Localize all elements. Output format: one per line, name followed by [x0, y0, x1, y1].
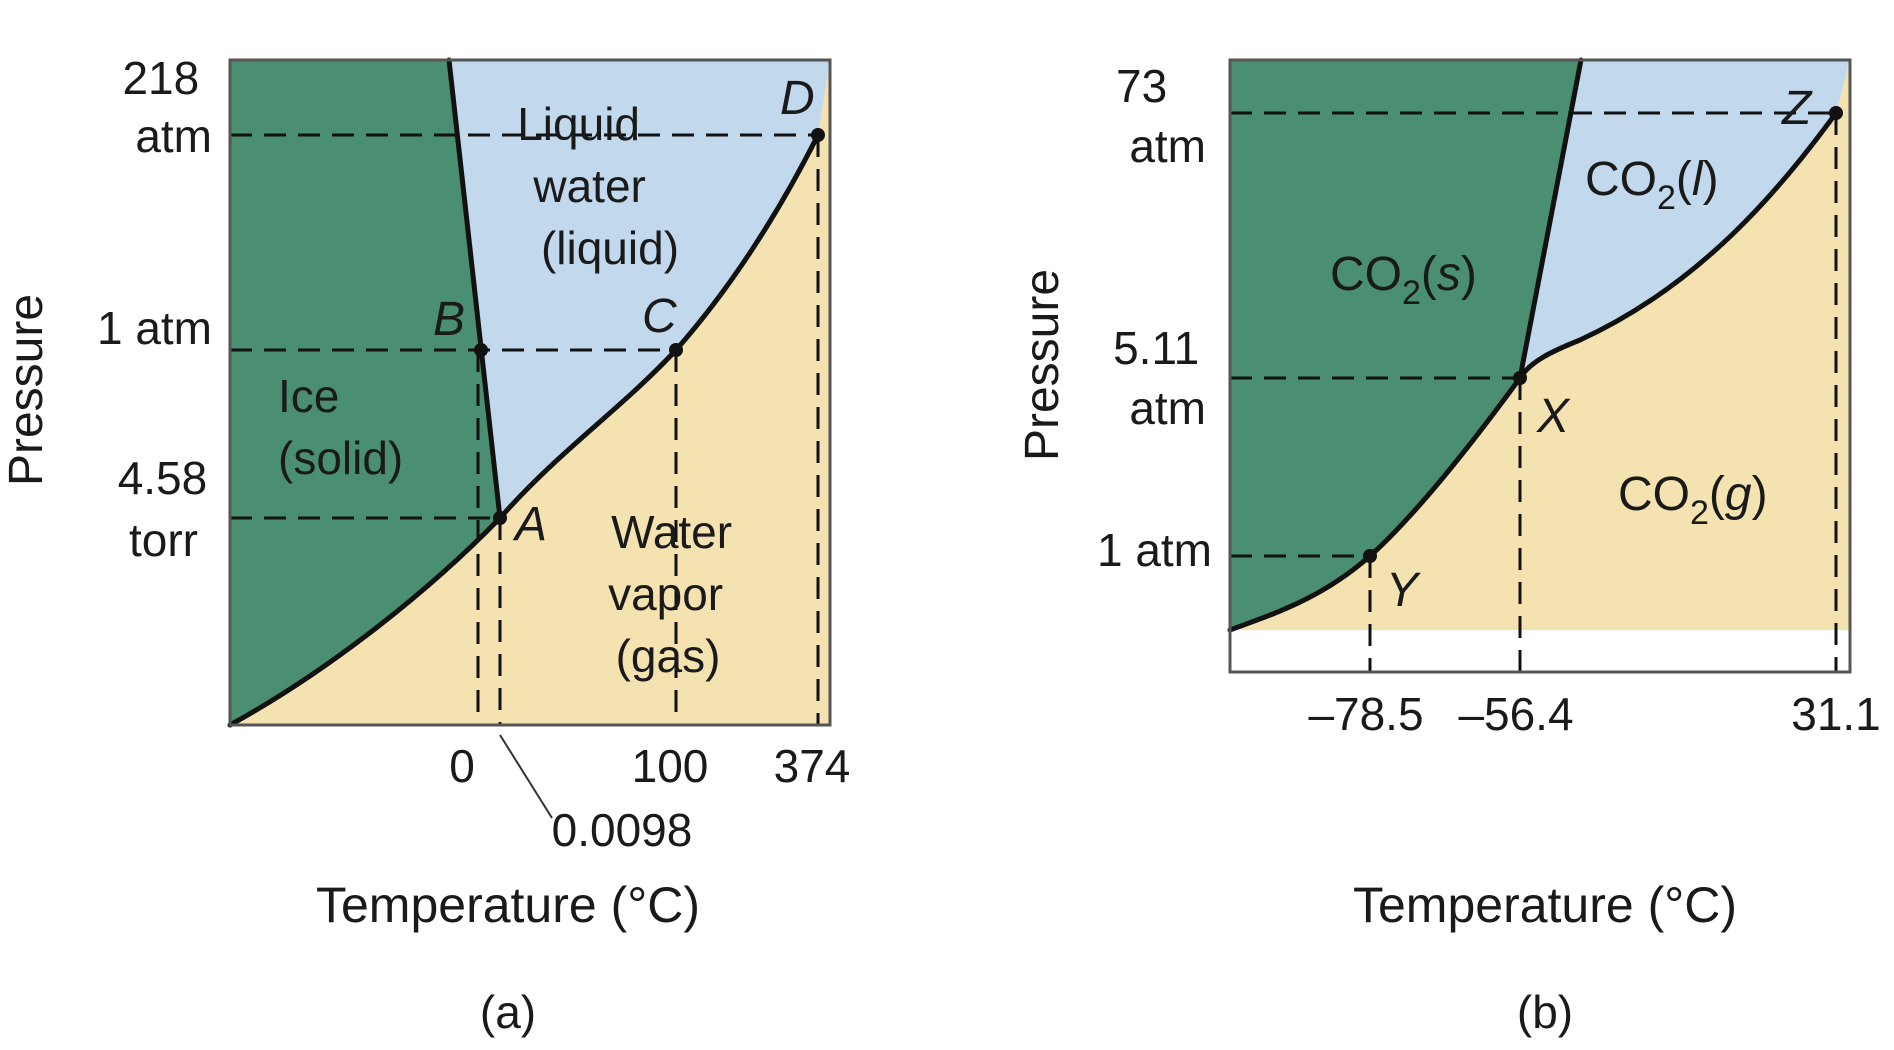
region-liquid-b: [1520, 60, 1850, 378]
region-solid-a: [230, 60, 500, 725]
region-label-liquid-a: Liquid water (liquid): [517, 98, 679, 274]
ytick-511atm: 5.11 atm: [1113, 322, 1212, 434]
point-a-marker: [493, 511, 507, 525]
xtick-31.1: 31.1: [1791, 688, 1881, 740]
point-x-marker: [1513, 371, 1527, 385]
point-d-marker: [811, 128, 825, 142]
xlabel-a: Temperature (°C): [316, 877, 700, 933]
region-label-gas-a: Water vapor (gas): [608, 506, 745, 682]
region-label-liquid-b: CO2(l): [1585, 153, 1719, 217]
point-z-label: Z: [1781, 82, 1813, 135]
ylabel-a: Pressure: [0, 294, 53, 486]
point-x-label: X: [1536, 390, 1571, 443]
xtick-374: 374: [774, 740, 851, 792]
point-y-label: Y: [1386, 564, 1421, 617]
ytick-1atm-a: 1 atm: [97, 302, 212, 354]
region-liquid-a: [449, 60, 830, 518]
region-label-gas-b: CO2(g): [1618, 468, 1768, 532]
region-solid-b: [1230, 60, 1581, 630]
xlabel-b: Temperature (°C): [1353, 877, 1737, 933]
panel-b-co2-phase-diagram: X Y Z CO2(s) CO2(l) CO2(g) 73 atm 5.11 a…: [1016, 57, 1881, 1038]
region-label-solid-b: CO2(s): [1330, 248, 1477, 312]
ytick-458torr: 4.58 torr: [118, 452, 220, 566]
point-c-marker: [669, 343, 683, 357]
ytick-73atm: 73 atm: [1116, 60, 1206, 172]
region-gas-b: [1230, 60, 1850, 630]
plot-frame-b: [1228, 58, 1852, 674]
xtick-minus-56.4: –56.4: [1458, 688, 1573, 740]
ytick-1atm-b: 1 atm: [1097, 524, 1212, 576]
fusion-curve-a: [446, 57, 503, 521]
point-z-marker: [1829, 106, 1843, 120]
fusion-curve-b: [1517, 57, 1584, 381]
region-label-solid-a: Ice (solid): [278, 370, 403, 484]
sublimation-curve-a: [227, 515, 503, 728]
point-d-label: D: [780, 72, 815, 125]
ylabel-b: Pressure: [1016, 269, 1069, 461]
plot-frame-a: [228, 58, 832, 727]
xtick-0: 0: [449, 740, 475, 792]
region-gas-a: [230, 60, 830, 725]
point-b-label: B: [433, 293, 465, 346]
point-c-label: C: [642, 290, 677, 343]
xtick-minus-78.5: –78.5: [1308, 688, 1423, 740]
vaporization-curve-b: [1517, 110, 1839, 381]
panel-a-water-phase-diagram: A B C D Liquid water (liquid) Ice (solid…: [0, 52, 850, 1038]
point-b-marker: [474, 343, 488, 357]
xtick-0.0098: 0.0098: [552, 804, 693, 856]
ytick-218atm: 218 atm: [122, 52, 212, 162]
point-y-marker: [1363, 549, 1377, 563]
xtick-0.0098-leader: [499, 734, 553, 819]
xtick-100: 100: [632, 740, 709, 792]
point-a-label: A: [512, 498, 547, 551]
caption-b: (b): [1517, 986, 1573, 1038]
caption-a: (a): [480, 986, 536, 1038]
